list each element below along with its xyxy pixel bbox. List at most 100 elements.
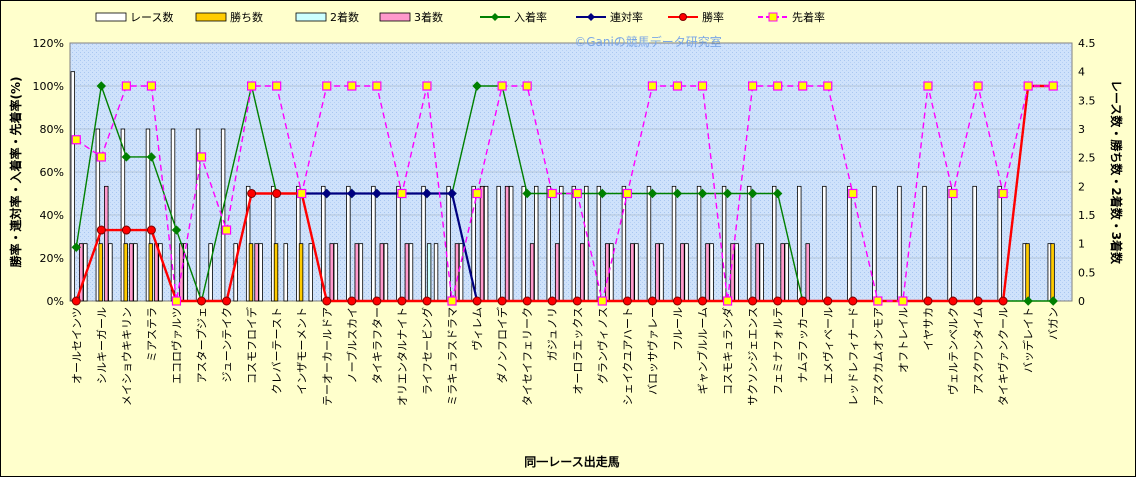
y-right-tick-label: 4 [1078,66,1085,79]
point [347,188,357,199]
x-category-label: イヤサカ [922,307,935,351]
legend-entry: 勝率 [702,10,724,24]
bar [922,185,927,302]
point [747,188,758,199]
x-category-label: ダノンフロイデ [495,307,509,383]
x-category-label: タイセイフェリーク [521,307,534,406]
bar [383,243,389,302]
point [622,296,632,306]
x-category-label: アスクワンタイム [972,307,985,395]
bar [746,185,752,302]
point [247,189,257,198]
bar [705,243,710,302]
bar [298,243,304,302]
bar [630,243,635,302]
point [672,81,683,91]
bar [123,243,128,302]
bar [433,243,439,302]
point [698,296,708,306]
y-axis-left-title: 勝率・連対率・入着率・先着率(%) [8,77,23,268]
point [597,296,607,306]
point [522,188,532,199]
bar [408,243,414,302]
point [547,188,557,199]
point [773,296,783,306]
point [998,296,1008,306]
point [647,188,658,199]
point [71,135,81,145]
legend-marker [768,12,778,22]
point [1048,81,1058,91]
point [748,81,758,91]
x-category-label: ライフセービング [420,307,434,395]
y-axis-right: 0 0.5 1 1.5 2 2.5 3 3.5 4 4.5 [1078,37,1096,308]
x-category-label: オフトレイル [897,307,910,373]
point [121,152,132,162]
bar [671,185,677,302]
point [322,81,332,91]
bar [179,243,184,302]
y-left-tick-label: 40% [40,209,64,222]
bar [283,243,288,302]
y-left-tick-label: 20% [40,252,64,265]
bar [947,185,952,302]
bar [479,185,485,302]
point [222,296,232,306]
point [322,188,332,199]
x-category-label: インザモーメント [296,307,309,395]
bar [404,243,410,302]
bar [508,185,514,302]
point [447,296,457,306]
x-category-label: バロッサヴァレー [645,307,659,395]
x-category-label: ヴィレム [470,307,484,351]
x-category-label: メイショウキキリン [120,307,133,406]
bar [379,243,385,302]
bar [646,185,652,302]
legend-swatch [195,12,227,22]
x-category-label: エメヴィベール [821,307,835,384]
point [422,188,432,199]
legend-entry: 勝ち数 [230,10,263,24]
point [823,81,833,91]
x-category-label: フルール [671,307,684,351]
point [572,296,582,306]
bar [822,185,827,302]
point [1023,296,1033,306]
point [372,296,382,306]
bar [680,243,685,302]
x-category-label: オリエンタルナイト [396,307,409,406]
bar [333,243,339,302]
point [372,81,382,91]
bar [70,71,76,302]
bar [584,185,589,302]
bar [659,243,664,302]
line-series [71,81,1058,306]
point [171,225,182,235]
legend-entry: 2着数 [330,10,359,24]
y-axis-left: 0% 20% 40% 60% 80% 100% 120% [33,37,64,308]
bar [454,243,460,302]
point [472,188,482,199]
point [197,296,207,306]
point [272,81,282,91]
bar [120,128,126,302]
bar [273,243,279,302]
point [347,296,357,306]
bar [258,243,263,302]
bar [154,243,159,302]
point [422,296,432,306]
bar [148,243,153,302]
point [121,81,131,91]
legend: レース数 勝ち数 2着数 3着数 入着率 連対率 勝率 先着率 [95,10,825,24]
x-category-label: テーオーカールドア [321,307,334,406]
y-right-tick-label: 4.5 [1078,37,1096,50]
bar [554,243,560,302]
bar [308,243,313,302]
x-category-label: バッデレイト [1021,307,1035,373]
point [322,296,332,306]
x-category-label: ミアステラ [145,307,158,362]
point [697,188,708,199]
legend-entry: 入着率 [514,10,547,24]
y-right-tick-label: 2 [1078,180,1085,193]
